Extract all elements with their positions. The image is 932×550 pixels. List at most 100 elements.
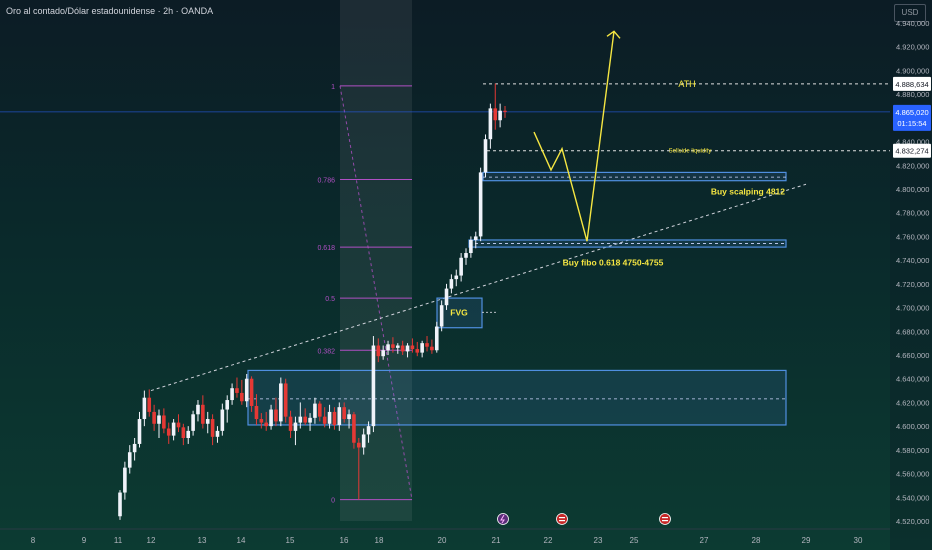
candle-body bbox=[400, 345, 405, 352]
candle bbox=[400, 340, 405, 355]
candle-body bbox=[293, 422, 298, 431]
candle-body bbox=[279, 383, 283, 422]
candle bbox=[259, 413, 264, 429]
candle bbox=[371, 336, 376, 433]
candle bbox=[342, 402, 346, 423]
candle bbox=[444, 283, 449, 310]
event-circle bbox=[497, 513, 509, 525]
candle bbox=[376, 338, 381, 363]
candle bbox=[279, 377, 283, 427]
time-axis-tick: 22 bbox=[544, 536, 553, 545]
time-axis-tick: 20 bbox=[438, 536, 447, 545]
price-label-ath: 4.888,634 bbox=[893, 76, 931, 91]
ath-label: ATH bbox=[678, 79, 695, 89]
candle-body bbox=[459, 257, 463, 276]
candle bbox=[201, 395, 205, 429]
projection-path bbox=[533, 31, 615, 242]
candle-body bbox=[283, 383, 288, 417]
candle bbox=[127, 445, 132, 474]
candle-body bbox=[478, 172, 483, 237]
candle bbox=[264, 411, 269, 431]
currency-button[interactable]: USD bbox=[894, 4, 926, 22]
candle-body bbox=[201, 404, 205, 424]
price-axis-tick: 4.540,000 bbox=[896, 493, 929, 502]
projection-arrowhead bbox=[606, 30, 621, 39]
time-axis-tick: 21 bbox=[492, 536, 501, 545]
candle-body bbox=[434, 326, 439, 351]
flag-event-icon bbox=[659, 513, 671, 525]
time-axis-tick: 23 bbox=[594, 536, 603, 545]
candle-body bbox=[215, 430, 220, 437]
candle-body bbox=[473, 236, 478, 240]
candle bbox=[215, 426, 220, 443]
candle-body bbox=[240, 392, 244, 402]
candle-body bbox=[118, 492, 122, 517]
candle-body bbox=[313, 403, 317, 418]
candle-body bbox=[327, 411, 332, 424]
candle-body bbox=[332, 411, 337, 425]
zone-2: Buy fibo 0.618 4750-4755 bbox=[468, 239, 787, 268]
candle bbox=[434, 321, 439, 353]
candle bbox=[493, 83, 498, 130]
time-axis-tick: 30 bbox=[854, 536, 863, 545]
candle bbox=[181, 423, 186, 446]
candle bbox=[220, 403, 225, 436]
time-axis-tick: 27 bbox=[700, 536, 709, 545]
price-label-bg bbox=[893, 104, 931, 131]
price-axis: 4.520,000 4.540,000 4.560,000 4.580,000 4.60… bbox=[896, 19, 929, 526]
candle bbox=[152, 404, 156, 431]
candle bbox=[361, 428, 366, 455]
candle bbox=[147, 389, 152, 417]
candle bbox=[210, 414, 215, 446]
fib-level-label: 0.382 bbox=[317, 348, 335, 355]
event-circle bbox=[659, 513, 671, 525]
candle-body bbox=[308, 417, 312, 423]
candle-body bbox=[405, 345, 410, 352]
fib-level-label: 1 bbox=[331, 84, 335, 91]
candle-body bbox=[347, 414, 351, 420]
candle-body bbox=[288, 416, 293, 431]
price-axis-tick: 4.780,000 bbox=[896, 209, 929, 218]
price-axis-tick: 4.560,000 bbox=[896, 470, 929, 479]
candle-body bbox=[439, 305, 444, 327]
candle-body bbox=[493, 108, 498, 121]
candle-body bbox=[181, 427, 186, 438]
candle bbox=[283, 378, 288, 423]
candle-body bbox=[249, 378, 254, 406]
candle-body bbox=[274, 409, 278, 422]
candle bbox=[166, 422, 171, 444]
time-axis-tick: 11 bbox=[114, 536, 123, 545]
time-axis-tick: 15 bbox=[286, 536, 295, 545]
price-axis-tick: 4.740,000 bbox=[896, 256, 929, 265]
price-axis-bg bbox=[890, 0, 932, 550]
time-axis-tick: 28 bbox=[752, 536, 761, 545]
candle-body bbox=[152, 411, 156, 424]
candle bbox=[298, 402, 303, 429]
flag-stripe bbox=[559, 517, 565, 519]
candle bbox=[386, 340, 390, 355]
event-circle bbox=[556, 513, 568, 525]
price-label-last: 4.865,020 01:15:54 bbox=[893, 104, 931, 131]
lightning-glyph bbox=[500, 514, 505, 524]
candle bbox=[332, 407, 337, 430]
candle-body bbox=[244, 378, 249, 402]
zone-label: FVG bbox=[450, 307, 468, 317]
candle-body bbox=[415, 349, 420, 353]
candle-body bbox=[137, 419, 142, 444]
candle-body bbox=[157, 415, 161, 424]
candle bbox=[322, 407, 327, 428]
candle-body bbox=[337, 407, 342, 425]
candle bbox=[269, 404, 273, 430]
candle bbox=[308, 413, 312, 431]
candle-body bbox=[171, 422, 176, 436]
candle bbox=[449, 274, 454, 294]
zone-box bbox=[482, 171, 787, 182]
candle-body bbox=[498, 110, 502, 121]
candle bbox=[313, 397, 317, 424]
candle bbox=[347, 409, 351, 429]
zone-label: Buy fibo 0.618 4750-4755 bbox=[563, 258, 664, 268]
price-axis-tick: 4.940,000 bbox=[896, 19, 929, 28]
candle-body bbox=[123, 467, 127, 493]
candle-body bbox=[430, 346, 434, 351]
